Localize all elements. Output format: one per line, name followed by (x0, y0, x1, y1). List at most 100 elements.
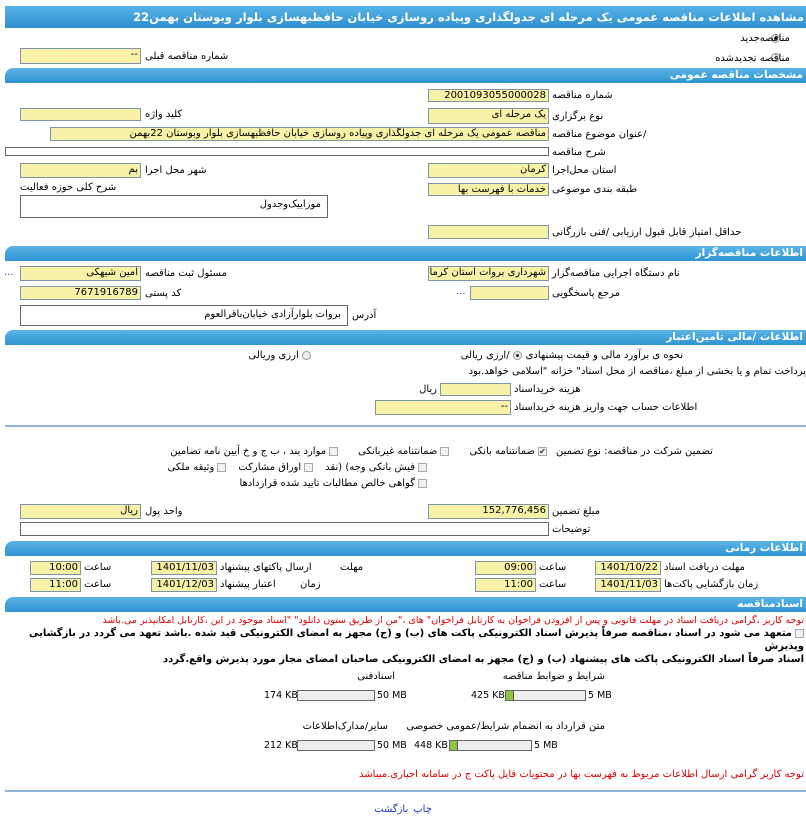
page-title: مشاهده اطلاعات مناقصه عمومی یک مرحله ای … (5, 6, 806, 28)
opening-field[interactable]: 1401/11/03 (595, 578, 661, 592)
print-button[interactable]: چاپ (413, 804, 432, 815)
fx-rial-label: ارزی وریالی (248, 350, 299, 361)
submit-deadline-label: مهلت (340, 562, 364, 573)
keyword-label: کلید واژه (145, 109, 183, 120)
doc-fee-field[interactable] (440, 383, 511, 396)
min-score-field[interactable] (428, 225, 549, 239)
description-box[interactable] (5, 147, 549, 156)
doc-fee-unit: ریال (419, 384, 437, 395)
guarantee-amount-label: مبلغ تضمین (552, 506, 601, 517)
guarantee-options-row: ✔ ضمانتنامه بانکی ضمانتنامه غیربانکی موا… (170, 445, 547, 458)
renewed-tender-label: مناقصه تجدیدشده (715, 53, 790, 64)
radio-new-tender[interactable] (771, 34, 780, 43)
tender-number-field[interactable]: 2001093055000028 (428, 89, 549, 102)
time-label: ساعت (84, 562, 112, 573)
file-size: 174 KB (264, 690, 298, 701)
radio-fx-rial[interactable] (301, 351, 311, 360)
currency-field[interactable]: ریال (20, 504, 141, 519)
checkbox-cash-deposit[interactable] (418, 463, 427, 472)
radio-renewed-tender[interactable] (771, 53, 780, 62)
option-label: فیش بانکی وجه) (نقد (325, 462, 415, 473)
doc-deadline-field[interactable]: 1401/10/22 (595, 561, 661, 575)
guarantee-options-row: گواهی خالص مطالبات تایید شده قراردادها (239, 477, 427, 490)
checkbox-bonds[interactable] (304, 463, 314, 472)
registrar-field[interactable]: امین شیهکی (20, 266, 141, 281)
divider (5, 425, 806, 427)
account-field[interactable]: -- (375, 400, 511, 415)
province-field[interactable]: کرمان (428, 163, 549, 178)
organizer-label: نام دستگاه اجرایی مناقصه‌گزار (552, 268, 680, 279)
checkbox-bank-guarantee[interactable]: ✔ (538, 447, 547, 456)
city-field[interactable]: بم (20, 163, 141, 178)
guarantee-amount-field[interactable]: 152,776,456 (428, 504, 549, 519)
option-label: وثیقه ملکی (167, 462, 215, 473)
guarantee-options-row: فیش بانکی وجه) (نقد اوراق مشارکت وثیقه م… (168, 461, 427, 474)
file-progress-bar (297, 740, 375, 751)
file-max-size: 50 MB (377, 690, 407, 701)
checkbox-receivables-certificate[interactable] (418, 479, 427, 488)
validity-label: زمان (300, 579, 321, 590)
file-max-size: 50 MB (377, 740, 407, 751)
section-finance: اطلاعات /مالی تامین‌اعتبار (5, 330, 806, 345)
registrar-more-button[interactable]: ... (4, 267, 14, 278)
divider (5, 790, 806, 792)
subject-label: /عنوان موضوع مناقصه (552, 129, 647, 140)
opening-time-field[interactable]: 11:00 (475, 578, 536, 592)
validity-field[interactable]: 1401/12/03 (151, 578, 217, 592)
commit-checkbox[interactable] (795, 628, 804, 638)
submit-deadline-field[interactable]: 1401/11/03 (151, 561, 217, 575)
file-max-size: 5 MB (588, 690, 612, 701)
commit-text: متعهد می شود در اسناد ،مناقصه صرفاً پذیر… (28, 628, 804, 652)
file-label: سایر/مدارک‌اطلاعات (302, 721, 388, 732)
address-box: بروات بلوارآزادی خیابان‌باقرالعوم (20, 305, 348, 326)
estimate-label: نحوه ی برآورد مالی و قیمت پیشنهادی (525, 350, 683, 361)
footer-links: چاپ بازگشت (0, 804, 806, 815)
prev-number-field[interactable]: -- (20, 48, 141, 64)
min-score-label: حداقل امتیاز قابل قبول ارزیابی /فنی بازر… (552, 227, 742, 238)
time-label: ساعت (84, 579, 112, 590)
checkbox-property-collateral[interactable] (217, 463, 227, 472)
file-label: متن قرارداد به انضمام شرایط/عمومی خصوصی (406, 721, 605, 732)
postal-field[interactable]: 7671916789 (20, 286, 141, 300)
files-area: شرایط و ضوابط مناقصه اسنادفنی 425 KB 5 M… (0, 668, 806, 758)
radio-rial[interactable] (512, 351, 522, 360)
checkbox-regulation-items[interactable] (329, 447, 339, 456)
file-progress-bar (449, 740, 532, 751)
checkbox-nonbank-guarantee[interactable] (440, 447, 450, 456)
section-timing: اطلاعات زمانی (5, 541, 806, 556)
back-button[interactable]: بازگشت (374, 804, 409, 815)
option-label: ضمانتنامه غیربانکی (358, 446, 438, 457)
notes-label: توضیحات (552, 524, 591, 535)
section-organizer: اطلاعات مناقصه‌گزار (5, 246, 806, 261)
file-size: 212 KB (264, 740, 298, 751)
hold-type-field[interactable]: یک مرحله ای (428, 108, 549, 124)
reference-field[interactable] (470, 286, 549, 300)
submit-time-field[interactable]: 10:00 (30, 561, 81, 575)
file-progress-bar (297, 690, 375, 701)
subject-field[interactable]: مناقصه عمومی یک مرحله ای جدولگذاری وپیاد… (50, 127, 549, 141)
file-size: 448 KB (414, 740, 448, 751)
file-size: 425 KB (471, 690, 505, 701)
keyword-field[interactable] (20, 108, 141, 121)
option-label: موارد بند ، ب ج و خ آیین نامه تضامین (170, 446, 327, 457)
category-label: طبقه بندی موضوعی (552, 184, 638, 195)
category-field[interactable]: خدمات با فهرست بها (428, 183, 549, 196)
doc-deadline-label: مهلت دریافت اسناد (664, 562, 745, 573)
option-label: ضمانتنامه بانکی (469, 446, 535, 457)
validity-time-field[interactable]: 11:00 (30, 578, 81, 592)
notes-box[interactable] (20, 522, 549, 536)
section-documents: اسنادمناقصه (5, 597, 806, 612)
hold-type-label: نوع برگزاری (552, 111, 604, 122)
reference-more-button[interactable]: ... (456, 286, 466, 297)
commit-text: اسناد صرفاً اسناد الکترونیکی پاکت های پی… (163, 654, 804, 665)
postal-label: کد پستی (145, 288, 182, 299)
time-label: ساعت (539, 579, 567, 590)
option-label: گواهی خالص مطالبات تایید شده قراردادها (239, 478, 415, 489)
currency-label: واحد پول (145, 506, 183, 517)
registrar-label: مسئول ثبت مناقصه (145, 268, 227, 279)
organizer-field[interactable]: شهرداری بروات استان کرمان (428, 266, 549, 281)
time-label: ساعت (539, 562, 567, 573)
opening-label: زمان بازگشایی پاکت‌ها (664, 579, 759, 590)
doc-deadline-time-field[interactable]: 09:00 (475, 561, 536, 575)
validity-label: اعتبار پیشنهاد (220, 579, 276, 590)
